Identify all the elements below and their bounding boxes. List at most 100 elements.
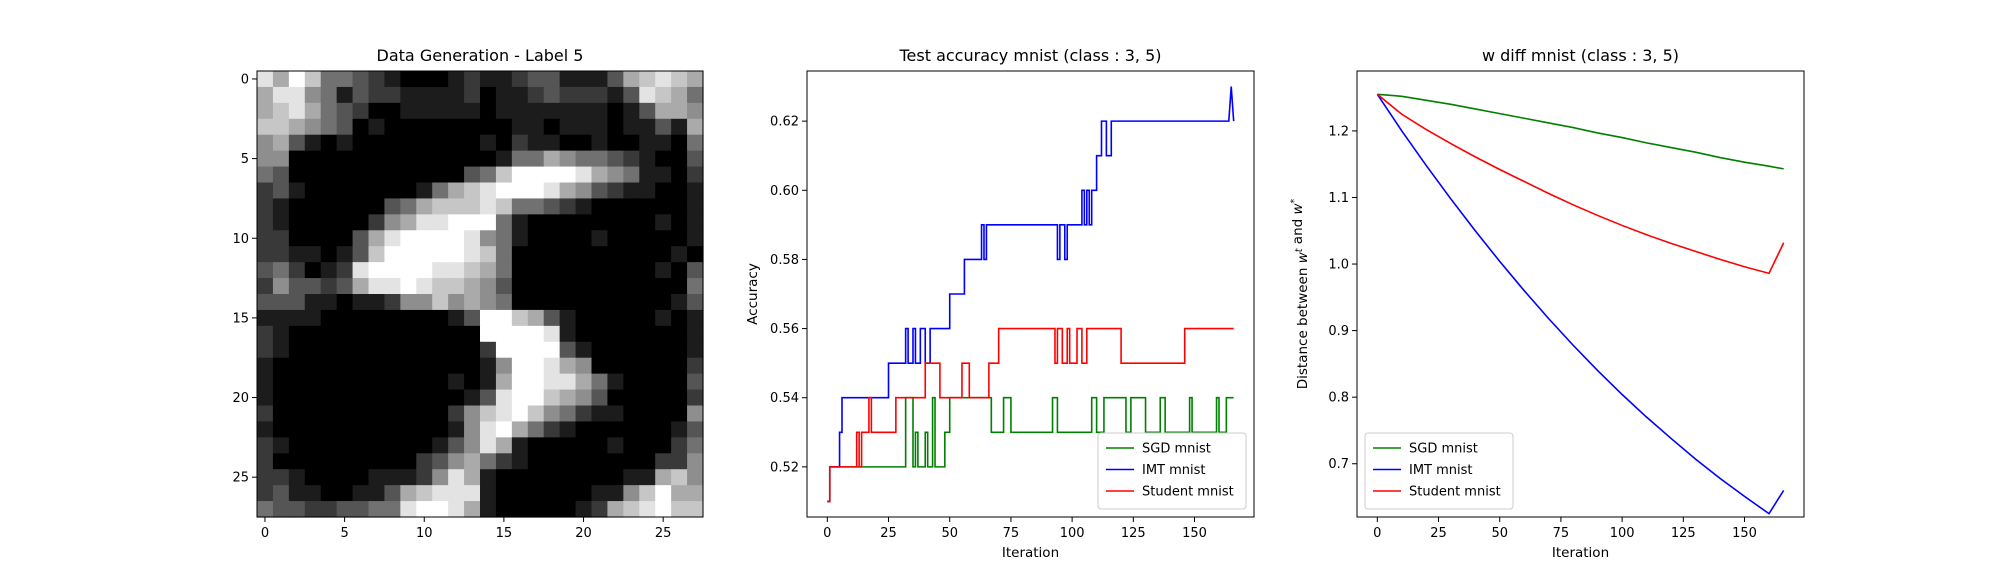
pixel-cell [288,214,306,231]
pixel-cell [320,437,338,454]
pixel-cell [527,102,545,120]
pixel-cell [591,309,609,327]
pixel-cell [432,102,449,120]
pixel-cell [432,405,449,423]
pixel-cell [655,118,672,136]
pixel-cell [543,150,561,168]
pixel-cell [384,325,401,343]
pixel-cell [607,246,624,263]
pixel-cell [607,341,624,359]
pixel-cell [607,373,624,391]
pixel-cell [559,278,577,295]
pixel-cell [384,278,401,295]
pixel-cell [432,166,449,184]
pixel-cell [464,421,481,438]
pixel-cell [671,118,688,136]
pixel-cell [671,166,688,184]
pixel-cell [639,325,656,343]
pixel-cell [384,118,401,136]
pixel-cell [639,294,656,311]
pixel-cell [575,71,593,88]
pixel-cell [687,357,704,375]
pixel-cell [336,373,354,391]
pixel-cell [336,485,354,502]
pixel-cell [272,309,290,327]
pixel-cell [464,405,481,423]
pixel-cell [575,357,593,375]
pixel-cell [607,166,624,184]
pixel-cell [543,453,561,470]
pixel-cell [543,325,561,343]
pixel-cell [304,214,322,231]
pixel-cell [527,294,545,311]
pixel-cell [352,357,370,375]
pixel-cell [288,278,306,295]
pixel-cell [543,485,561,502]
pixel-cell [352,325,370,343]
pixel-cell [687,278,704,295]
x-tick-label: 50 [941,526,958,541]
pixel-cell [527,150,545,168]
pixel-cell [527,118,545,136]
pixel-cell [336,214,354,231]
pixel-cell [384,134,401,152]
pixel-cell [464,71,481,88]
pixel-cell [288,150,306,168]
pixel-cell [559,71,577,88]
series-line-sgd-mnist [1377,93,1784,170]
pixel-cell [480,485,497,502]
pixel-cell [591,501,609,518]
pixel-cell [304,166,322,184]
pixel-cell [320,309,338,327]
pixel-cell [480,278,497,295]
pixel-cell [320,150,338,168]
pixel-cell [591,325,609,343]
pixel-cell [623,86,640,104]
pixel-cell [559,501,577,518]
pixel-cell [591,294,609,311]
pixel-cell [352,86,370,104]
pixel-cell [607,214,624,231]
pixel-cell [639,262,656,279]
pixel-cell [559,102,577,120]
pixel-cell [559,373,577,391]
pixel-cell [368,118,386,136]
pixel-cell [623,309,640,327]
y-tick-label: 25 [232,471,249,486]
pixel-cell [336,341,354,359]
pixel-cell [607,262,624,279]
pixel-cell [368,214,386,231]
pixel-cell [687,501,704,518]
y-tick-label: 0.8 [1328,391,1349,406]
pixel-cell [607,134,624,152]
pixel-cell [336,501,354,518]
pixel-cell [511,341,529,359]
legend-label: SGD mnist [1142,442,1211,457]
pixel-cell [368,294,386,311]
series-line-sgd-mnist [827,396,1234,503]
pixel-cell [511,325,529,343]
pixel-cell [257,262,274,279]
pixel-cell [559,118,577,136]
pixel-cell [591,357,609,375]
pixel-cell [623,214,640,231]
pixel-cell [671,198,688,215]
pixel-cell [288,469,306,486]
pixel-cell [304,246,322,263]
pixel-cell [575,309,593,327]
pixel-cell [448,437,465,454]
pixel-cell [368,230,386,247]
pixel-cell [591,262,609,279]
pixel-cell [575,150,593,168]
pixel-cell [304,278,322,295]
pixel-cell [320,469,338,486]
pixel-cell [257,182,274,200]
pixel-cell [448,166,465,184]
pixel-cell [480,86,497,104]
pixel-cell [257,485,274,502]
pixel-cell [432,86,449,104]
pixel-cell [527,341,545,359]
pixel-cell [464,262,481,279]
pixel-cell [495,437,513,454]
pixel-cell [639,421,656,438]
